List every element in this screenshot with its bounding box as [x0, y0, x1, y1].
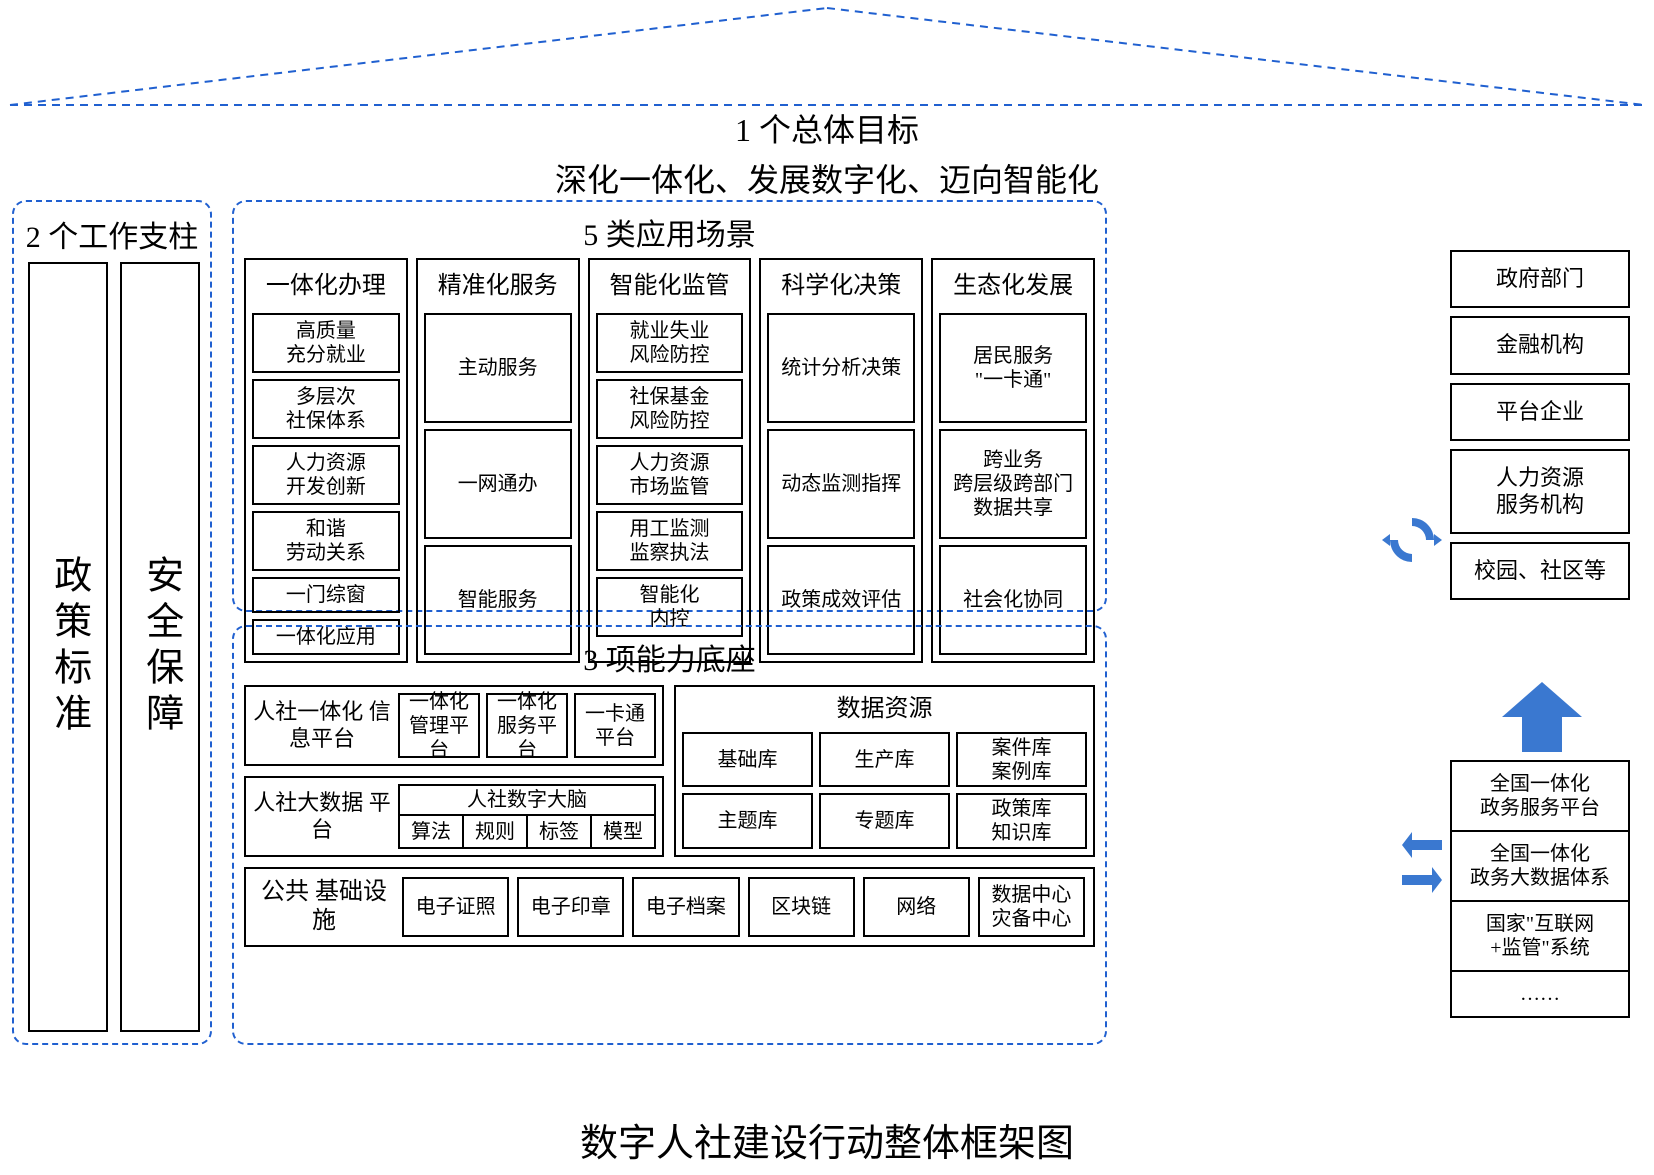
- scenario-item: 就业失业 风险防控: [596, 313, 744, 373]
- goal-subtitle: 深化一体化、发展数字化、迈向智能化: [0, 155, 1654, 201]
- external-entity: 平台企业: [1450, 383, 1630, 441]
- infra-item: 电子印章: [517, 877, 624, 937]
- scenario-item: 社保基金 风险防控: [596, 379, 744, 439]
- scenario-item: 用工监测 监察执法: [596, 511, 744, 571]
- scenario-item: 人力资源 开发创新: [252, 445, 400, 505]
- brain-cell: 算法: [400, 816, 464, 847]
- scenario-head: 精准化服务: [424, 266, 572, 307]
- external-entity: 政府部门: [1450, 250, 1630, 308]
- external-platforms: 全国一体化 政务服务平台全国一体化 政务大数据体系国家"互联网 +监管"系统……: [1450, 760, 1630, 1018]
- data-cell: 案件库 案例库: [956, 732, 1087, 788]
- platform-1-item: 一体化 管理平台: [398, 693, 480, 758]
- infra-item: 电子证照: [402, 877, 509, 937]
- infrastructure-row: 公共 基础设施 电子证照电子印章电子档案区块链网络数据中心 灾备中心: [244, 867, 1095, 947]
- infra-items: 电子证照电子印章电子档案区块链网络数据中心 灾备中心: [402, 877, 1085, 937]
- scenario-item: 高质量 充分就业: [252, 313, 400, 373]
- infra-item: 区块链: [748, 877, 855, 937]
- scenario-item: 统计分析决策: [767, 313, 915, 423]
- brain-cell: 模型: [592, 816, 654, 847]
- platform-stack: 人社一体化 信息平台 一体化 管理平台一体化 服务平台一卡通 平台 人社大数据 …: [244, 685, 664, 857]
- platform-1-label: 人社一体化 信息平台: [252, 693, 392, 758]
- external-platform: 国家"互联网 +监管"系统: [1450, 900, 1630, 970]
- data-cell: 政策库 知识库: [956, 793, 1087, 849]
- data-cell: 主题库: [682, 793, 813, 849]
- pillar-1: 政策标准: [28, 262, 108, 1032]
- brain-box: 人社数字大脑 算法规则标签模型: [398, 784, 656, 849]
- goal-title: 1 个总体目标: [0, 105, 1654, 151]
- scenario-item: 一门综窗: [252, 577, 400, 613]
- bidir-arrows-icon: [1402, 830, 1442, 900]
- platform-1-item: 一卡通 平台: [574, 693, 656, 758]
- data-cell: 生产库: [819, 732, 950, 788]
- brain-cell: 规则: [464, 816, 528, 847]
- scenario-head: 生态化发展: [939, 266, 1087, 307]
- data-resource: 数据资源 基础库生产库案件库 案例库主题库专题库政策库 知识库: [674, 685, 1095, 857]
- foundations-section: 3 项能力底座 人社一体化 信息平台 一体化 管理平台一体化 服务平台一卡通 平…: [232, 625, 1107, 1045]
- foundations-title: 3 项能力底座: [234, 635, 1105, 679]
- platform-1-items: 一体化 管理平台一体化 服务平台一卡通 平台: [398, 693, 656, 758]
- external-platform: 全国一体化 政务大数据体系: [1450, 830, 1630, 900]
- scenario-item: 人力资源 市场监管: [596, 445, 744, 505]
- scenario-item: 多层次 社保体系: [252, 379, 400, 439]
- data-row: 主题库专题库政策库 知识库: [682, 793, 1087, 849]
- body-area: 2 个工作支柱 政策标准 安全保障 5 类应用场景 一体化办理高质量 充分就业多…: [12, 200, 1642, 1070]
- goal-section: 1 个总体目标 深化一体化、发展数字化、迈向智能化: [0, 105, 1654, 195]
- scenario-item: 主动服务: [424, 313, 572, 423]
- roof-lines: [0, 0, 1654, 110]
- scenarios-section: 5 类应用场景 一体化办理高质量 充分就业多层次 社保体系人力资源 开发创新和谐…: [232, 200, 1107, 612]
- pillars-section: 2 个工作支柱 政策标准 安全保障: [12, 200, 212, 1045]
- scenario-col-4: 生态化发展居民服务 "一卡通"跨业务 跨层级跨部门 数据共享社会化协同: [931, 258, 1095, 663]
- external-platform: 全国一体化 政务服务平台: [1450, 760, 1630, 830]
- infra-item: 网络: [863, 877, 970, 937]
- external-entity: 人力资源 服务机构: [1450, 449, 1630, 534]
- data-row: 基础库生产库案件库 案例库: [682, 732, 1087, 788]
- scenario-item: 跨业务 跨层级跨部门 数据共享: [939, 429, 1087, 539]
- platform-1-item: 一体化 服务平台: [486, 693, 568, 758]
- caption: 数字人社建设行动整体框架图: [0, 1112, 1654, 1167]
- scenario-head: 科学化决策: [767, 266, 915, 307]
- infra-item: 数据中心 灾备中心: [978, 877, 1085, 937]
- brain-row: 算法规则标签模型: [400, 816, 654, 847]
- up-arrow-icon: [1502, 682, 1582, 752]
- foundations-body: 人社一体化 信息平台 一体化 管理平台一体化 服务平台一卡通 平台 人社大数据 …: [234, 685, 1105, 957]
- foundations-row1: 人社一体化 信息平台 一体化 管理平台一体化 服务平台一卡通 平台 人社大数据 …: [244, 685, 1095, 857]
- scenario-col-2: 智能化监管就业失业 风险防控社保基金 风险防控人力资源 市场监管用工监测 监察执…: [588, 258, 752, 663]
- platform-1: 人社一体化 信息平台 一体化 管理平台一体化 服务平台一卡通 平台: [244, 685, 664, 766]
- scenario-col-3: 科学化决策统计分析决策动态监测指挥政策成效评估: [759, 258, 923, 663]
- scenario-item: 一网通办: [424, 429, 572, 539]
- scenarios-columns: 一体化办理高质量 充分就业多层次 社保体系人力资源 开发创新和谐 劳动关系一门综…: [234, 258, 1105, 663]
- data-cell: 基础库: [682, 732, 813, 788]
- brain-cell: 标签: [528, 816, 592, 847]
- scenario-col-0: 一体化办理高质量 充分就业多层次 社保体系人力资源 开发创新和谐 劳动关系一门综…: [244, 258, 408, 663]
- infra-item: 电子档案: [632, 877, 739, 937]
- scenario-item: 和谐 劳动关系: [252, 511, 400, 571]
- infra-label: 公共 基础设施: [254, 877, 394, 937]
- external-entity: 金融机构: [1450, 316, 1630, 374]
- pillars-title: 2 个工作支柱: [14, 212, 210, 256]
- cycle-icon: [1382, 510, 1442, 570]
- scenario-head: 智能化监管: [596, 266, 744, 307]
- scenarios-title: 5 类应用场景: [234, 210, 1105, 254]
- scenario-col-1: 精准化服务主动服务一网通办智能服务: [416, 258, 580, 663]
- external-entities: 政府部门金融机构平台企业人力资源 服务机构校园、社区等: [1450, 250, 1630, 600]
- data-grid: 基础库生产库案件库 案例库主题库专题库政策库 知识库: [682, 732, 1087, 849]
- pillar-2: 安全保障: [120, 262, 200, 1032]
- external-entity: 校园、社区等: [1450, 542, 1630, 600]
- external-platform: ……: [1450, 970, 1630, 1018]
- scenario-head: 一体化办理: [252, 266, 400, 307]
- scenario-item: 居民服务 "一卡通": [939, 313, 1087, 423]
- scenario-item: 动态监测指挥: [767, 429, 915, 539]
- data-resource-title: 数据资源: [682, 693, 1087, 726]
- roof-container: [0, 0, 1654, 108]
- brain-title: 人社数字大脑: [400, 786, 654, 816]
- data-cell: 专题库: [819, 793, 950, 849]
- platform-2-label: 人社大数据 平台: [252, 784, 392, 849]
- platform-2: 人社大数据 平台 人社数字大脑 算法规则标签模型: [244, 776, 664, 857]
